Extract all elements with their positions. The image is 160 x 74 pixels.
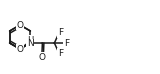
Text: N: N [27,40,34,48]
Text: H: H [27,36,34,44]
Text: O: O [16,44,24,54]
Text: F: F [58,49,63,58]
Text: O: O [39,52,46,61]
Text: F: F [64,38,69,48]
Text: O: O [16,20,24,30]
Text: F: F [58,28,63,37]
